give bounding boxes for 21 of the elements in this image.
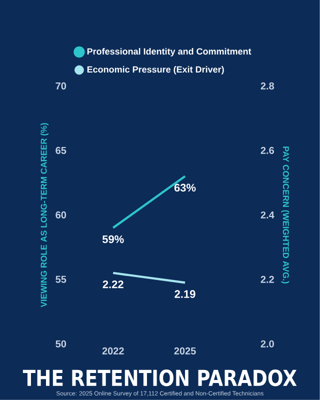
y-axis-title: VIEWING ROLE AS LONG-TERM CAREER (%) [40, 123, 48, 308]
y2-tick-label: 2.4 [260, 211, 274, 218]
y-tick-label: 50 [56, 340, 66, 348]
data-label: 2.19 [174, 290, 196, 298]
y2-tick-label: 2.2 [260, 276, 274, 283]
y2-tick-label: 2.8 [260, 82, 274, 90]
data-label: 59% [102, 235, 124, 244]
y2-tick-label: 2.0 [260, 340, 274, 348]
data-label: 2.22 [102, 280, 124, 288]
y-tick-label: 65 [56, 146, 66, 154]
x-tick-label: 2022 [102, 347, 124, 354]
legend-label: Economic Pressure (Exit Driver) [87, 66, 224, 74]
y2-axis-title: PAY CONCERN (WEIGHTED AVG.) [281, 146, 290, 284]
y-tick-label: 60 [56, 211, 66, 218]
y-tick-label: 55 [56, 276, 66, 283]
x-tick-label: 2025 [174, 347, 196, 354]
text: THE RETENTION PARADOX [22, 370, 297, 386]
data-label: 63% [174, 184, 196, 192]
y2-tick-label: 2.6 [260, 146, 274, 154]
y-tick-label: 70 [56, 82, 66, 90]
legend-label: Professional Identity and Commitment [87, 48, 252, 56]
